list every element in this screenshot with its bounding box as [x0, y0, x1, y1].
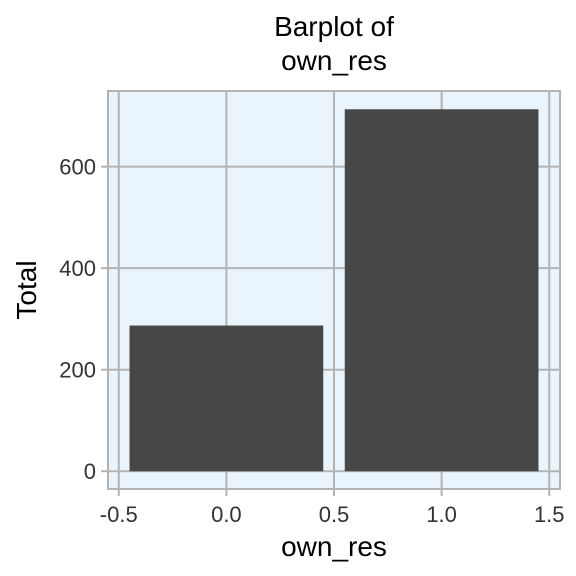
y-tick-label-0: 0	[84, 459, 96, 484]
x-tick-label-3: 1.0	[426, 502, 457, 527]
x-tick-label-0: -0.5	[100, 502, 138, 527]
y-axis-label: Total	[11, 260, 42, 319]
chart-title-line-1: Barplot of	[274, 11, 394, 42]
bar-0	[129, 325, 324, 472]
x-axis-ticks: -0.5 0.0 0.5 1.0 1.5	[100, 489, 565, 527]
y-tick-label-1: 200	[59, 358, 96, 383]
x-tick-label-2: 0.5	[319, 502, 350, 527]
y-axis-ticks: 0 200 400 600	[59, 155, 108, 484]
chart-title-line-2: own_res	[281, 45, 387, 76]
y-tick-label-2: 400	[59, 256, 96, 281]
y-tick-label-3: 600	[59, 155, 96, 180]
bar-1	[344, 109, 539, 472]
x-tick-label-4: 1.5	[534, 502, 565, 527]
bars	[129, 109, 539, 472]
x-tick-label-1: 0.0	[211, 502, 242, 527]
x-axis-label: own_res	[281, 531, 387, 562]
